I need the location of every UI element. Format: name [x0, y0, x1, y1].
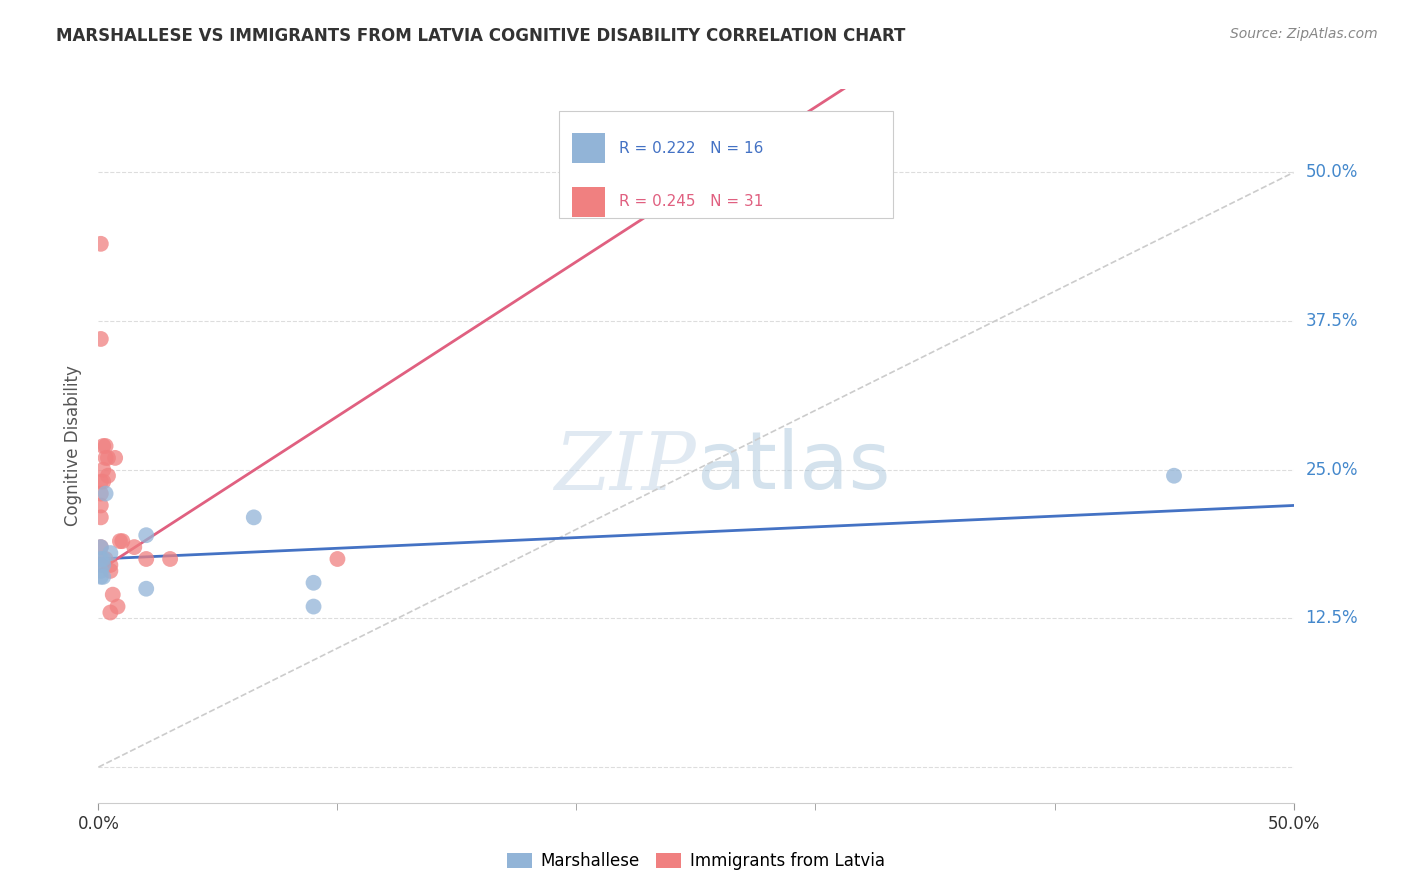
Point	[1163, 468, 1185, 483]
Point	[97, 450, 120, 465]
Point	[302, 599, 325, 614]
Point	[91, 475, 114, 489]
Point	[91, 570, 114, 584]
Point	[91, 558, 114, 572]
Point	[302, 575, 325, 590]
Point	[243, 510, 266, 524]
Point	[98, 558, 122, 572]
Point	[98, 546, 122, 560]
Point	[94, 486, 117, 500]
Point	[90, 475, 112, 489]
Text: 25.0%: 25.0%	[1305, 461, 1358, 479]
Point	[90, 332, 112, 346]
Text: 12.5%: 12.5%	[1305, 609, 1358, 627]
Point	[135, 582, 157, 596]
Text: R = 0.222   N = 16: R = 0.222 N = 16	[619, 141, 763, 155]
Point	[90, 540, 112, 554]
Point	[91, 439, 114, 453]
Point	[104, 450, 127, 465]
Point	[91, 463, 114, 477]
Text: MARSHALLESE VS IMMIGRANTS FROM LATVIA COGNITIVE DISABILITY CORRELATION CHART: MARSHALLESE VS IMMIGRANTS FROM LATVIA CO…	[56, 27, 905, 45]
Point	[94, 450, 117, 465]
Point	[135, 528, 157, 542]
Point	[90, 558, 112, 572]
Point	[94, 552, 117, 566]
Point	[90, 510, 112, 524]
Point	[97, 468, 120, 483]
Point	[98, 564, 122, 578]
Point	[124, 540, 146, 554]
Point	[90, 552, 112, 566]
Point	[107, 599, 129, 614]
Text: 50.0%: 50.0%	[1305, 163, 1358, 181]
Legend: Marshallese, Immigrants from Latvia: Marshallese, Immigrants from Latvia	[501, 846, 891, 877]
Point	[90, 499, 112, 513]
Point	[90, 540, 112, 554]
Point	[91, 552, 114, 566]
Text: R = 0.245   N = 31: R = 0.245 N = 31	[619, 194, 763, 209]
Point	[111, 534, 134, 549]
Point	[326, 552, 349, 566]
Point	[90, 486, 112, 500]
Point	[90, 564, 112, 578]
Text: 37.5%: 37.5%	[1305, 312, 1358, 330]
Point	[101, 588, 124, 602]
Text: Source: ZipAtlas.com: Source: ZipAtlas.com	[1230, 27, 1378, 41]
Y-axis label: Cognitive Disability: Cognitive Disability	[65, 366, 83, 526]
Point	[135, 552, 157, 566]
Point	[90, 236, 112, 251]
Text: ZIP: ZIP	[554, 429, 696, 506]
Text: atlas: atlas	[696, 428, 890, 507]
Point	[94, 439, 117, 453]
Point	[159, 552, 181, 566]
Point	[90, 570, 112, 584]
Point	[98, 606, 122, 620]
Point	[108, 534, 131, 549]
